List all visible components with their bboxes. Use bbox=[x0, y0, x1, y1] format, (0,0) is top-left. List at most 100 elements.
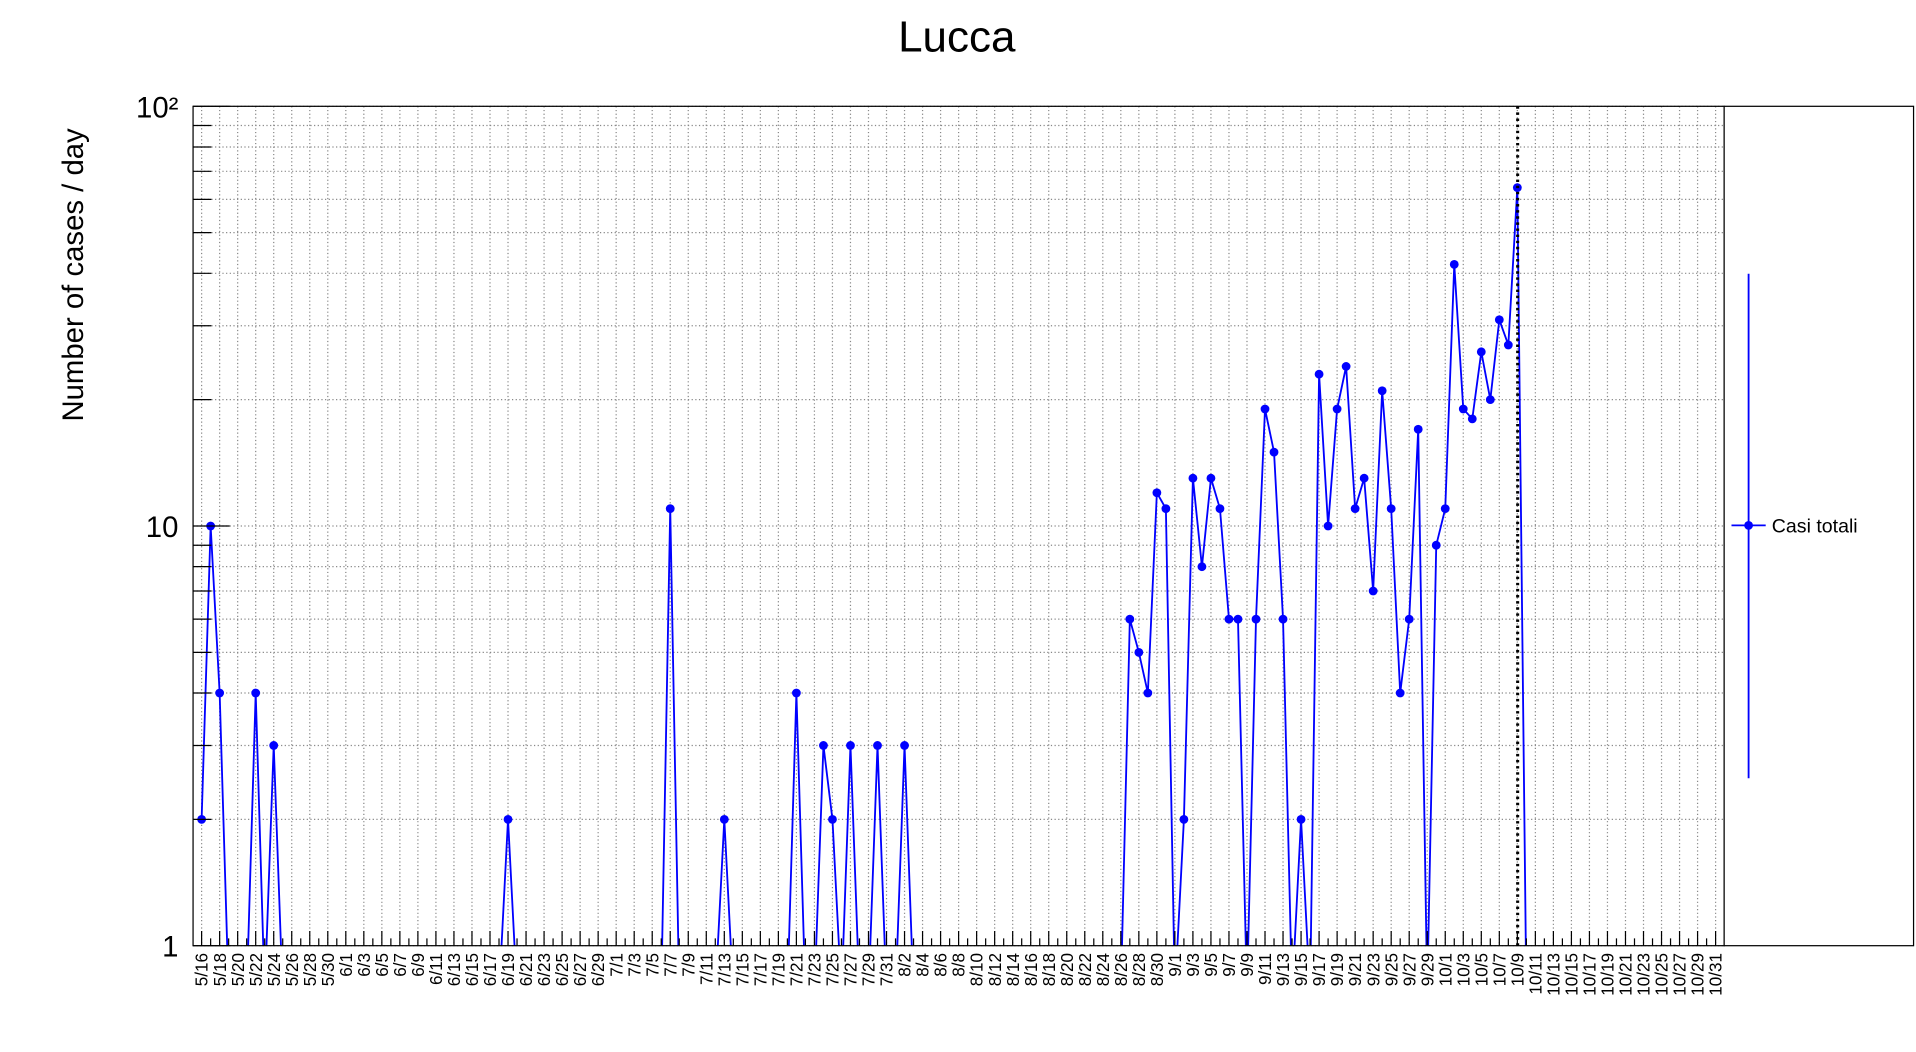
x-tick-label: 7/31 bbox=[878, 953, 897, 986]
x-tick-label: 7/23 bbox=[806, 953, 825, 986]
x-tick-label: 5/26 bbox=[283, 953, 302, 986]
x-tick-label: 9/27 bbox=[1400, 953, 1419, 986]
data-point bbox=[1296, 814, 1306, 824]
x-tick-label: 9/17 bbox=[1310, 953, 1329, 986]
data-point bbox=[873, 741, 882, 750]
x-tick-label: 9/1 bbox=[1166, 953, 1185, 977]
data-point bbox=[1215, 504, 1225, 514]
x-tick-label: 8/6 bbox=[932, 953, 951, 977]
data-point bbox=[1125, 614, 1135, 624]
x-tick-label: 5/24 bbox=[265, 953, 284, 986]
data-point bbox=[1368, 586, 1378, 596]
data-point bbox=[269, 741, 279, 750]
x-tick-label: 5/16 bbox=[193, 953, 212, 986]
x-tick-label: 5/28 bbox=[301, 953, 320, 986]
data-point bbox=[215, 688, 225, 698]
x-tick-label: 9/7 bbox=[1220, 953, 1239, 977]
y-tick-label: 1 bbox=[162, 931, 178, 964]
x-tick-label: 7/1 bbox=[607, 953, 626, 977]
data-point bbox=[1206, 473, 1216, 483]
x-tick-label: 6/27 bbox=[571, 953, 590, 986]
x-tick-label: 6/25 bbox=[553, 953, 572, 986]
x-tick-label: 9/13 bbox=[1274, 953, 1293, 986]
data-point bbox=[1476, 347, 1486, 357]
x-tick-label: 10/25 bbox=[1653, 953, 1672, 996]
x-tick-label: 10/7 bbox=[1490, 953, 1509, 986]
data-point bbox=[1197, 562, 1207, 572]
x-tick-label: 5/18 bbox=[211, 953, 230, 986]
x-tick-label: 7/17 bbox=[751, 953, 770, 986]
data-point bbox=[1440, 504, 1450, 514]
data-point bbox=[1449, 260, 1459, 269]
data-point bbox=[1485, 395, 1495, 405]
x-tick-label: 8/12 bbox=[986, 953, 1005, 986]
grid bbox=[193, 105, 1725, 947]
x-tick-label: 8/10 bbox=[968, 953, 987, 986]
x-tick-label: 6/19 bbox=[499, 953, 518, 986]
data-point bbox=[1359, 473, 1369, 483]
data-point bbox=[1314, 369, 1324, 379]
data-point bbox=[791, 688, 801, 698]
x-tick-label: 10/9 bbox=[1508, 953, 1527, 986]
data-point bbox=[1269, 447, 1279, 457]
data-point bbox=[1395, 688, 1405, 698]
x-tick-label: 8/28 bbox=[1130, 953, 1149, 986]
x-tick-label: 10/13 bbox=[1544, 953, 1563, 996]
data-point bbox=[1386, 504, 1396, 514]
data-point bbox=[1134, 647, 1144, 657]
data-point bbox=[1341, 362, 1351, 371]
x-tick-label: 7/9 bbox=[679, 953, 698, 977]
x-tick-label: 8/4 bbox=[914, 953, 933, 977]
data-point bbox=[1332, 404, 1342, 414]
x-tick-label: 10/27 bbox=[1671, 953, 1690, 996]
x-tick-label: 7/3 bbox=[625, 953, 644, 977]
x-tick-label: 6/15 bbox=[463, 953, 482, 986]
data-point bbox=[1278, 614, 1288, 624]
x-tick-label: 10/21 bbox=[1617, 953, 1636, 996]
x-tick-label: 7/21 bbox=[788, 953, 807, 986]
x-tick-label: 7/19 bbox=[769, 953, 788, 986]
data-point bbox=[1179, 814, 1189, 824]
x-tick-label: 9/23 bbox=[1364, 953, 1383, 986]
x-tick-label: 6/21 bbox=[517, 953, 536, 986]
x-tick-label: 7/27 bbox=[842, 953, 861, 986]
x-tick-label: 9/9 bbox=[1238, 953, 1257, 977]
x-tick-label: 5/30 bbox=[319, 953, 338, 986]
x-tick-label: 10/31 bbox=[1707, 953, 1726, 996]
data-point bbox=[503, 814, 513, 824]
legend: Casi totali bbox=[1731, 273, 1858, 779]
data-point bbox=[1161, 504, 1171, 514]
x-tick-label: 6/3 bbox=[355, 953, 374, 977]
x-tick-label: 10/23 bbox=[1635, 953, 1654, 996]
x-tick-label: 9/3 bbox=[1184, 953, 1203, 977]
x-tick-label: 9/11 bbox=[1256, 953, 1275, 985]
x-tick-label: 8/24 bbox=[1094, 953, 1113, 986]
data-point bbox=[1377, 386, 1387, 396]
data-point bbox=[1152, 488, 1162, 498]
data-point bbox=[1260, 404, 1270, 414]
x-tick-label: 9/15 bbox=[1292, 953, 1311, 986]
x-tick-label: 6/13 bbox=[445, 953, 464, 986]
x-tick-label: 7/11 bbox=[697, 953, 716, 985]
x-tick-label: 8/14 bbox=[1004, 953, 1023, 986]
data-point bbox=[1494, 315, 1504, 325]
y-tick-label: 10 bbox=[146, 511, 179, 544]
x-tick-label: 8/16 bbox=[1022, 953, 1041, 986]
x-tick-label: 8/2 bbox=[896, 953, 915, 977]
data-point bbox=[1233, 614, 1243, 624]
data-point bbox=[1467, 414, 1477, 424]
x-tick-label: 6/11 bbox=[427, 953, 446, 985]
x-tick-label: 10/11 bbox=[1526, 953, 1545, 995]
data-point bbox=[900, 741, 909, 750]
x-tick-label: 9/25 bbox=[1382, 953, 1401, 986]
data-point bbox=[1413, 424, 1423, 434]
x-tick-label: 7/25 bbox=[824, 953, 843, 986]
data-point bbox=[1431, 540, 1441, 550]
data-point bbox=[1251, 614, 1261, 624]
x-tick-label: 8/8 bbox=[950, 953, 969, 977]
x-tick-label: 6/1 bbox=[337, 953, 356, 977]
data-point bbox=[846, 741, 855, 750]
x-tick-label: 8/30 bbox=[1148, 953, 1167, 986]
